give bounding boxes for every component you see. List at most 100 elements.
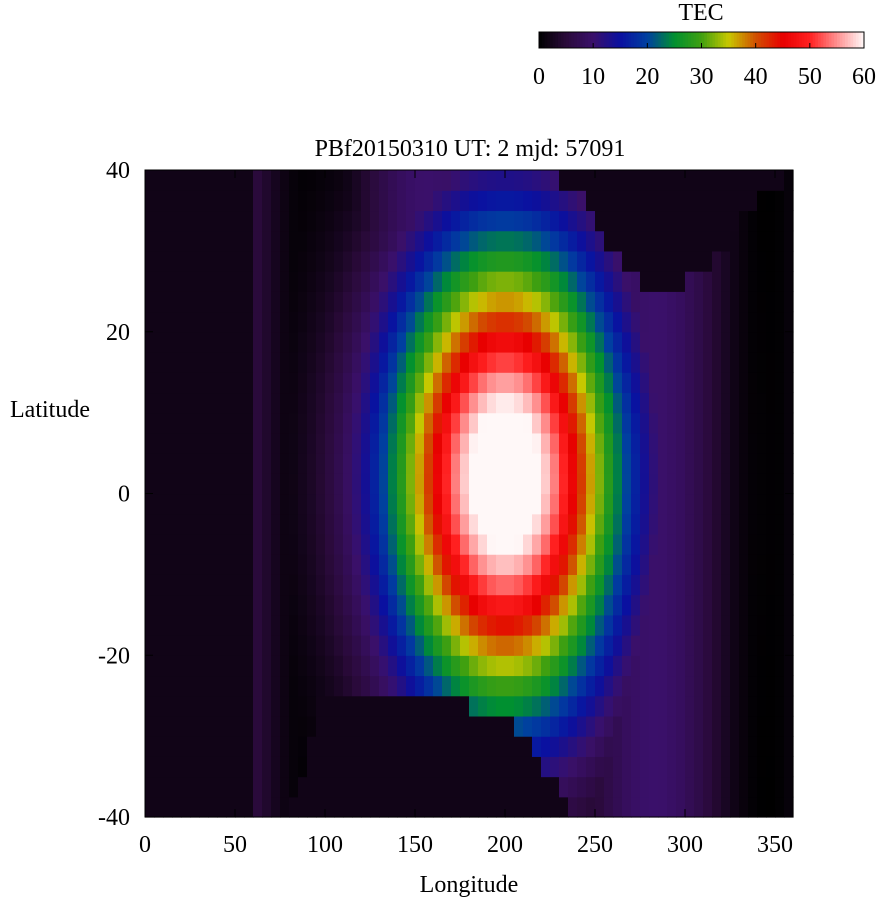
heatmap-cell	[505, 574, 515, 596]
heatmap-cell	[406, 594, 416, 616]
heatmap-cell	[541, 796, 551, 818]
heatmap-cell	[451, 190, 461, 212]
heatmap-cell	[649, 351, 659, 373]
heatmap-cell	[622, 796, 632, 818]
heatmap-cell	[244, 392, 254, 414]
heatmap-cell	[595, 756, 605, 778]
heatmap-cell	[217, 392, 227, 414]
heatmap-cell	[775, 614, 785, 636]
heatmap-cell	[226, 776, 236, 798]
heatmap-cell	[703, 473, 713, 495]
heatmap-cell	[496, 614, 506, 636]
heatmap-cell	[658, 351, 668, 373]
heatmap-cell	[487, 594, 497, 616]
heatmap-cell	[532, 271, 542, 292]
heatmap-cell	[559, 210, 569, 232]
heatmap-cell	[622, 776, 632, 798]
heatmap-cell	[289, 432, 299, 454]
heatmap-cell	[613, 412, 623, 434]
heatmap-cell	[307, 311, 317, 333]
heatmap-cell	[307, 574, 317, 596]
heatmap-cell	[163, 756, 173, 778]
heatmap-cell	[505, 210, 515, 232]
heatmap-cell	[451, 614, 461, 636]
heatmap-cell	[370, 655, 380, 677]
heatmap-cell	[253, 392, 263, 414]
heatmap-cell	[370, 776, 380, 798]
heatmap-cell	[541, 695, 551, 717]
heatmap-cell	[523, 473, 533, 495]
heatmap-cell	[388, 210, 398, 232]
heatmap-cell	[289, 736, 299, 757]
heatmap-cell	[640, 230, 650, 252]
heatmap-cell	[244, 311, 254, 333]
heatmap-cell	[262, 170, 272, 191]
heatmap-cell	[712, 311, 722, 333]
heatmap-cell	[469, 392, 479, 414]
heatmap-cell	[262, 372, 272, 394]
heatmap-cell	[307, 331, 317, 353]
heatmap-cell	[181, 351, 191, 373]
heatmap-cell	[298, 230, 308, 252]
heatmap-cell	[190, 594, 200, 616]
heatmap-cell	[370, 271, 380, 292]
heatmap-cell	[595, 554, 605, 575]
heatmap-cell	[703, 574, 713, 596]
heatmap-cell	[685, 635, 695, 656]
heatmap-cell	[424, 715, 434, 737]
heatmap-cell	[397, 453, 407, 474]
heatmap-cell	[631, 412, 641, 434]
heatmap-cell	[244, 776, 254, 798]
heatmap-cell	[343, 695, 353, 717]
heatmap-cell	[235, 655, 245, 677]
heatmap-cell	[253, 473, 263, 495]
heatmap-cell	[604, 473, 614, 495]
heatmap-cell	[496, 574, 506, 596]
heatmap-cell	[667, 291, 677, 313]
heatmap-cell	[523, 291, 533, 313]
heatmap-cell	[397, 331, 407, 353]
heatmap-cell	[217, 271, 227, 292]
heatmap-cell	[235, 412, 245, 434]
heatmap-cell	[181, 311, 191, 333]
heatmap-cell	[316, 412, 326, 434]
heatmap-cell	[658, 533, 668, 555]
heatmap-cell	[352, 250, 362, 272]
heatmap-cell	[784, 432, 794, 454]
heatmap-cell	[172, 210, 182, 232]
heatmap-cell	[208, 412, 218, 434]
heatmap-cell	[433, 695, 443, 717]
heatmap-cell	[658, 412, 668, 434]
heatmap-cell	[307, 230, 317, 252]
heatmap-cell	[496, 250, 506, 272]
heatmap-cell	[280, 432, 290, 454]
heatmap-cell	[145, 655, 155, 677]
heatmap-cell	[172, 453, 182, 474]
heatmap-cell	[397, 655, 407, 677]
heatmap-cell	[595, 412, 605, 434]
heatmap-cell	[703, 635, 713, 656]
colorbar-cell	[641, 32, 646, 48]
heatmap-cell	[730, 695, 740, 717]
heatmap-cell	[685, 210, 695, 232]
heatmap-cell	[550, 574, 560, 596]
heatmap-cell	[379, 554, 389, 575]
heatmap-cell	[334, 291, 344, 313]
heatmap-cell	[424, 493, 434, 515]
heatmap-cell	[289, 392, 299, 414]
heatmap-cell	[487, 635, 497, 656]
heatmap-cell	[307, 655, 317, 677]
heatmap-cell	[748, 210, 758, 232]
heatmap-cell	[613, 291, 623, 313]
heatmap-cell	[712, 756, 722, 778]
heatmap-cell	[631, 756, 641, 778]
heatmap-cell	[163, 655, 173, 677]
heatmap-cell	[559, 170, 569, 191]
heatmap-cell	[199, 250, 209, 272]
colorbar-cell	[625, 32, 629, 48]
heatmap-cell	[280, 271, 290, 292]
heatmap-cell	[577, 453, 587, 474]
heatmap-cell	[442, 250, 452, 272]
heatmap-cell	[523, 210, 533, 232]
heatmap-cell	[451, 170, 461, 191]
